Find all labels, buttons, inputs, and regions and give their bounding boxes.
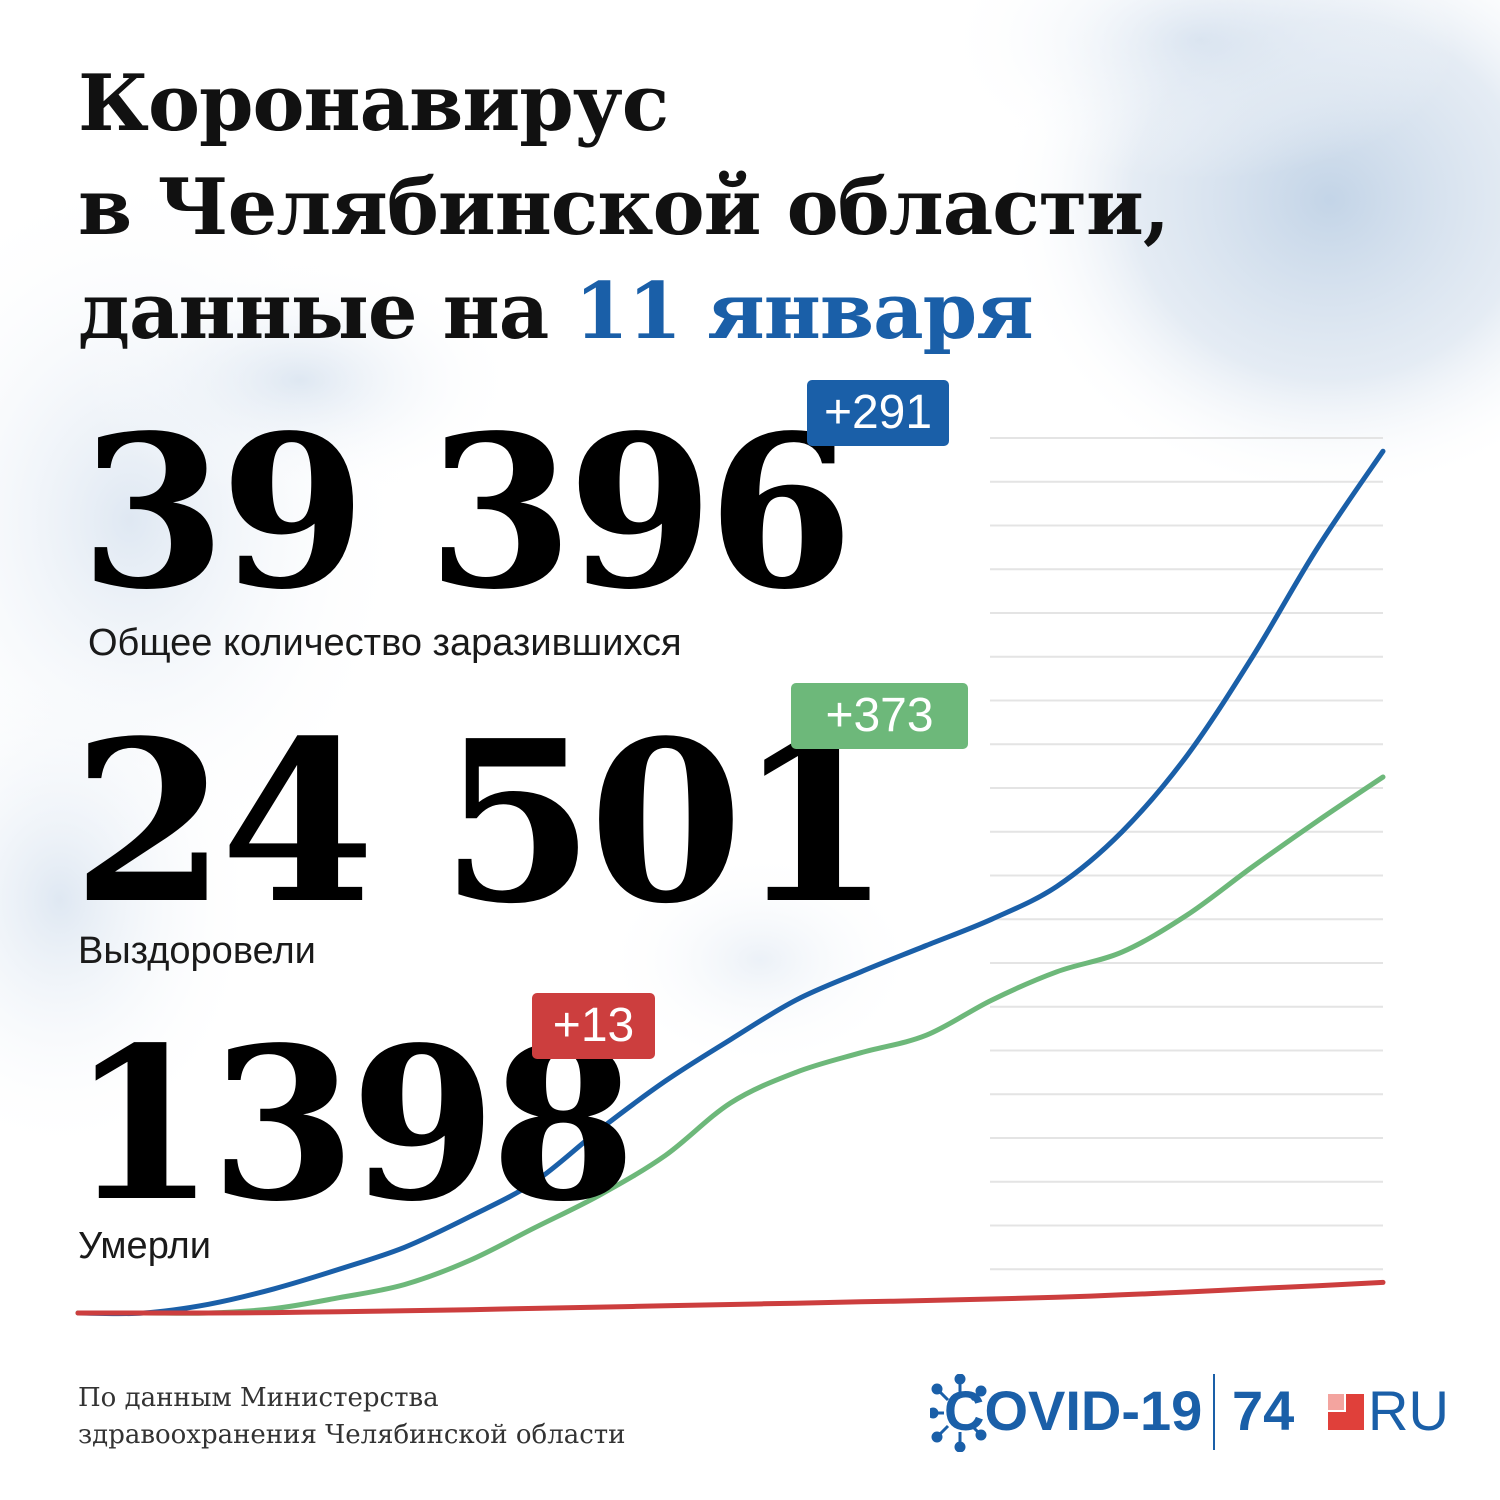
chart-gridlines	[990, 437, 1383, 1271]
title-line-1: Коронавирус	[78, 58, 669, 149]
logo-separator	[1213, 1374, 1215, 1450]
recovered-label: Выздоровели	[78, 930, 316, 972]
page-title: Коронавирус в Челябинской области, данны…	[78, 52, 1170, 364]
logo-site-number: 74	[1232, 1379, 1295, 1442]
infected-label: Общее количество заразившихся	[88, 622, 682, 664]
logo-site-suffix: RU	[1368, 1379, 1449, 1442]
data-source-note: По данным Министерства здравоохранения Ч…	[78, 1380, 626, 1454]
covid-74ru-logo: COVID-19 74 RU	[930, 1372, 1450, 1462]
source-line-2: здравоохранения Челябинской области	[78, 1420, 626, 1450]
infected-total: 39 396	[80, 389, 854, 636]
logo-square-icon	[1328, 1394, 1364, 1430]
logo-covid-text: COVID-19	[944, 1379, 1203, 1442]
title-line-3: данные на 11 января	[78, 260, 1169, 364]
chart-series-line-0	[75, 448, 1386, 1317]
deaths-delta-badge: +13	[532, 993, 655, 1059]
infected-delta-badge: +291	[807, 380, 949, 446]
chart-series-line-1	[75, 774, 1386, 1316]
source-line-1: По данным Министерства	[78, 1383, 439, 1413]
chart-series-line-2	[75, 1279, 1386, 1316]
title-date-prefix: данные на	[78, 266, 575, 357]
title-date: 11 января	[574, 266, 1033, 357]
recovered-delta-badge: +373	[791, 683, 968, 749]
deaths-label: Умерли	[78, 1225, 211, 1267]
virus-icon	[930, 1374, 987, 1452]
title-line-2: в Челябинской области,	[78, 162, 1170, 253]
recovered-total: 24 501	[72, 693, 892, 953]
chart-series	[75, 448, 1386, 1317]
